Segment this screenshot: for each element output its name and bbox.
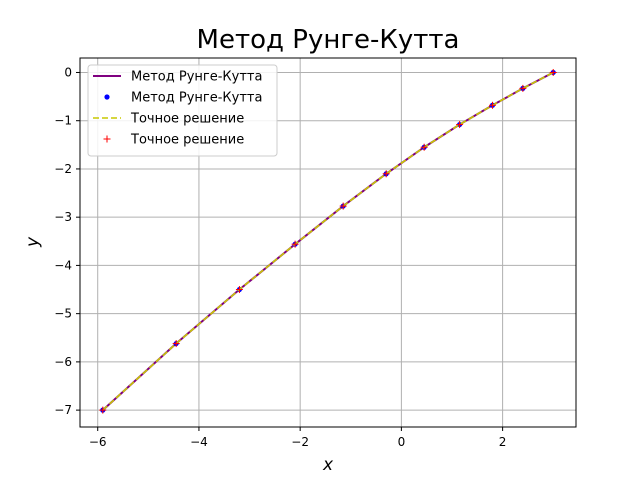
exact-solution-plus-marker [519,84,527,92]
legend-label: Метод Рунге-Кутта [131,70,262,85]
x-axis-label: x [322,455,334,475]
x-tick-label: −2 [291,435,309,449]
x-tick-label: 0 [398,435,406,449]
exact-solution-plus-marker [420,143,428,151]
x-tick-label: 2 [499,435,507,449]
y-tick-label: −6 [54,355,72,369]
x-tick-label: −6 [89,435,107,449]
y-tick-label: −7 [54,403,72,417]
chart-title: Метод Рунге-Кутта [197,25,460,55]
exact-solution-plus-marker [291,240,299,248]
x-tick-label: −4 [190,435,208,449]
series-layer [99,68,557,414]
y-tick-label: 0 [64,65,72,79]
legend-handle [103,135,111,143]
exact-solution-plus-marker [235,286,243,294]
legend-label: Точное решение [130,112,244,127]
legend-label: Точное решение [130,133,244,148]
exact-solution-plus-marker [549,68,557,76]
legend-handle [104,94,110,100]
legend: Метод Рунге-Кутта Метод Рунге-Кутта Точное… [87,64,278,157]
exact-solution-plus-marker [456,121,464,129]
exact-solution-plus-marker [172,340,180,348]
plot-frame [79,57,577,428]
y-tick-label: −5 [54,307,72,321]
y-tick-label: −3 [54,210,72,224]
y-tick-label: −2 [54,162,72,176]
axis-ticks: −6 −4 −2 0 2 0 −1 −2 −3 −4 −5 −6 −7 [54,65,506,449]
exact-solution-plus-marker [99,406,107,414]
y-axis-label: y [23,236,43,248]
exact-solution-plus-marker [488,101,496,109]
y-tick-label: −1 [54,114,72,128]
exact-solution-plus-marker [382,170,390,178]
y-tick-label: −4 [54,258,72,272]
legend-box [87,64,278,157]
exact-solution-plus-marker [339,202,347,210]
legend-label: Метод Рунге-Кутта [131,91,262,106]
